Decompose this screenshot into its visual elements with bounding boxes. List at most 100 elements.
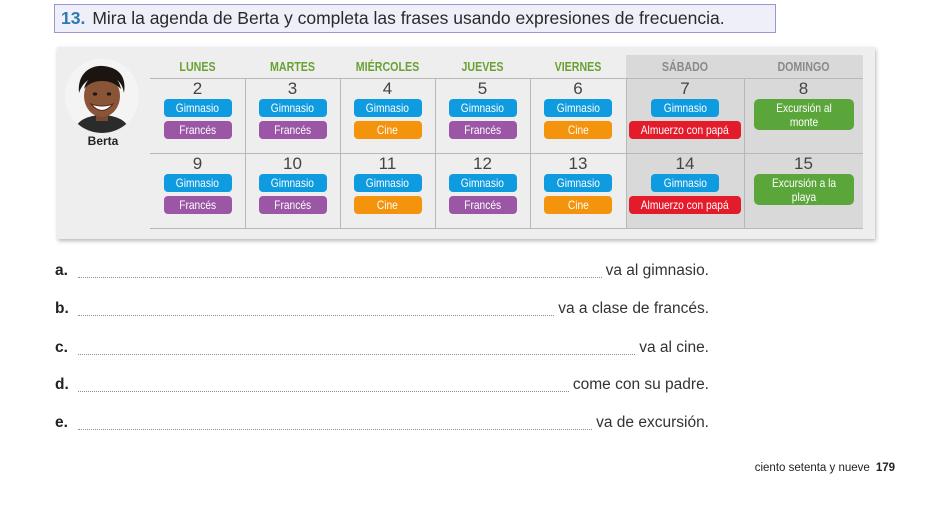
- sentence-ending: va de excursión.: [596, 414, 709, 431]
- activity-label: Francés: [274, 198, 311, 212]
- activity-gimnasio-tag: Gimnasio: [448, 99, 517, 117]
- activity-label: Gimnasio: [460, 101, 505, 115]
- sentence-d: d. come con su padre.: [55, 376, 709, 398]
- activity-cine-tag: Cine: [353, 196, 422, 214]
- activity-label: Francés: [464, 198, 501, 212]
- activity-label: Cine: [377, 198, 398, 212]
- exercise-instruction: Mira la agenda de Berta y completa las f…: [92, 8, 725, 28]
- date-number: 14: [675, 154, 695, 173]
- page-footer: ciento setenta y nueve 179: [755, 462, 895, 474]
- activity-label: Gimnasio: [663, 176, 707, 190]
- activity-gimnasio-tag: Gimnasio: [544, 174, 612, 192]
- activity-label: Gimnasio: [175, 176, 220, 190]
- person-name: Berta: [87, 134, 119, 148]
- activity-label: Gimnasio: [556, 176, 600, 190]
- sentence-letter: b.: [55, 300, 69, 317]
- activity-label: Excursión a la playa: [771, 176, 836, 204]
- activity-label: Cine: [377, 123, 398, 137]
- activity-gimnasio-tag: Gimnasio: [353, 174, 422, 192]
- activity-frances-tag: Francés: [258, 121, 327, 139]
- date-number: 13: [568, 154, 588, 173]
- activity-label: Excursión al monte: [775, 101, 832, 129]
- day-header-4: VIERNES: [554, 59, 602, 74]
- answer-blank[interactable]: [78, 315, 554, 316]
- activity-gimnasio-tag: Gimnasio: [448, 174, 517, 192]
- answer-blank[interactable]: [78, 429, 592, 430]
- activity-label: Francés: [464, 123, 501, 137]
- sentence-letter: d.: [55, 376, 69, 393]
- activity-frances-tag: Francés: [258, 196, 327, 214]
- berta-photo: [65, 59, 139, 133]
- activity-frances-tag: Francés: [448, 121, 517, 139]
- date-number: 11: [378, 154, 397, 173]
- date-number: 3: [287, 79, 298, 98]
- day-header-1: MARTES: [269, 59, 315, 74]
- activity-almuerzo-tag: Almuerzo con papá: [629, 196, 741, 214]
- activity-gimnasio-tag: Gimnasio: [651, 99, 719, 117]
- activity-almuerzo-tag: Almuerzo con papá: [629, 121, 741, 139]
- date-number: 2: [192, 79, 203, 98]
- agenda-card: Berta LUNES MARTES MIÉRCOLES JUEVES VIERNES S…: [57, 47, 875, 239]
- activity-frances-tag: Francés: [163, 121, 232, 139]
- activity-cine-tag: Cine: [353, 121, 422, 139]
- sentence-letter: e.: [55, 414, 68, 431]
- agenda-grid: LUNES MARTES MIÉRCOLES JUEVES VIERNES SÁBADO D…: [150, 55, 863, 230]
- sentence-ending: va al cine.: [639, 339, 709, 356]
- activity-label: Gimnasio: [556, 101, 600, 115]
- exercise-title: 13. Mira la agenda de Berta y completa l…: [54, 4, 776, 33]
- day-header-3: JUEVES: [461, 59, 504, 74]
- date-number: 12: [473, 154, 492, 173]
- sentence-letter: a.: [55, 262, 68, 279]
- exercise-number: 13.: [61, 8, 86, 28]
- grid-row-divider: [150, 228, 863, 229]
- sentence-a: a. va al gimnasio.: [55, 262, 709, 284]
- day-header-6: DOMINGO: [777, 59, 830, 74]
- activity-label: Gimnasio: [270, 176, 315, 190]
- activity-frances-tag: Francés: [163, 196, 232, 214]
- date-number: 4: [382, 79, 393, 98]
- grid-column-divider: [530, 78, 531, 228]
- activity-gimnasio-tag: Gimnasio: [353, 99, 422, 117]
- activity-label: Francés: [179, 198, 216, 212]
- activity-cine-tag: Cine: [544, 121, 612, 139]
- activity-gimnasio-tag: Gimnasio: [544, 99, 612, 117]
- activity-label: Gimnasio: [460, 176, 505, 190]
- sentence-e: e. va de excursión.: [55, 414, 709, 436]
- activity-label: Gimnasio: [365, 176, 410, 190]
- date-number: 8: [798, 79, 809, 98]
- answer-blank[interactable]: [78, 277, 602, 278]
- activity-excursion-tag: Excursión al monte: [753, 99, 854, 130]
- activity-gimnasio-tag: Gimnasio: [258, 99, 327, 117]
- grid-row-divider: [150, 78, 863, 79]
- sentence-ending: come con su padre.: [572, 376, 709, 393]
- answer-blank[interactable]: [78, 354, 635, 355]
- grid-column-divider: [744, 78, 745, 228]
- day-header-5: SÁBADO: [661, 59, 709, 74]
- activity-label: Almuerzo con papá: [641, 198, 729, 212]
- answer-blank[interactable]: [78, 391, 569, 392]
- sentence-b: b. va a clase de francés.: [55, 300, 709, 322]
- grid-column-divider: [435, 78, 436, 228]
- day-header-2: MIÉRCOLES: [355, 59, 420, 74]
- date-number: 15: [794, 154, 813, 173]
- date-number: 5: [477, 79, 488, 98]
- sentence-ending: va a clase de francés.: [558, 300, 709, 317]
- activity-label: Francés: [274, 123, 311, 137]
- activity-cine-tag: Cine: [544, 196, 612, 214]
- activity-gimnasio-tag: Gimnasio: [258, 174, 327, 192]
- date-number: 6: [573, 79, 583, 98]
- activity-label: Gimnasio: [365, 101, 410, 115]
- grid-column-divider: [340, 78, 341, 228]
- date-number: 9: [192, 154, 203, 173]
- page-number-words: ciento setenta y nueve: [754, 462, 870, 474]
- activity-label: Almuerzo con papá: [641, 123, 729, 137]
- activity-label: Cine: [567, 198, 589, 212]
- activity-label: Gimnasio: [663, 101, 707, 115]
- activity-label: Francés: [179, 123, 216, 137]
- grid-row-divider: [150, 153, 863, 154]
- sentence-c: c. va al cine.: [55, 339, 709, 361]
- activity-excursion-tag: Excursión a la playa: [753, 174, 854, 205]
- grid-column-divider: [626, 78, 627, 228]
- date-number: 10: [283, 154, 302, 173]
- activity-gimnasio-tag: Gimnasio: [163, 99, 232, 117]
